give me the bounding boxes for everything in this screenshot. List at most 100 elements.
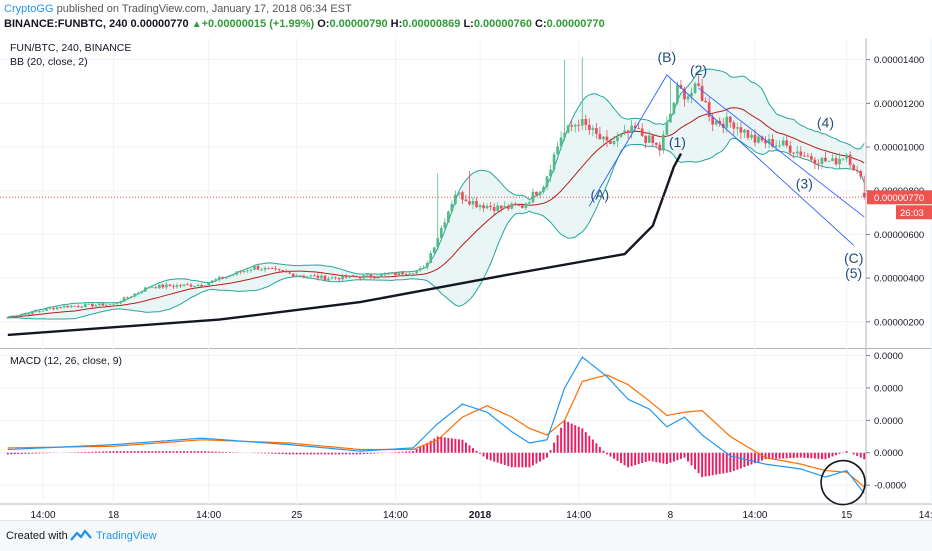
candle-body xyxy=(697,83,700,86)
time-axis-label: 18 xyxy=(108,510,120,520)
candle-body xyxy=(806,155,810,157)
candle-body xyxy=(83,304,87,307)
candle-body xyxy=(461,192,464,200)
wave-label: (5) xyxy=(845,265,862,281)
candle-body xyxy=(143,287,147,292)
candle-body xyxy=(13,316,17,318)
wave-label: (3) xyxy=(796,176,813,192)
candle-body xyxy=(637,127,641,129)
candle-body xyxy=(98,303,101,306)
candle-body xyxy=(545,176,549,188)
candle-body xyxy=(531,191,535,203)
candle-body xyxy=(587,124,591,130)
candle-body xyxy=(429,253,433,264)
candle-body xyxy=(228,275,232,277)
candle-body xyxy=(224,276,228,279)
candle-body xyxy=(563,132,566,138)
current-price-label: 0.00000770 xyxy=(874,193,924,204)
candle-body xyxy=(859,171,863,177)
high-label: H: xyxy=(390,18,403,30)
candle-body xyxy=(344,275,348,278)
candle-body xyxy=(432,247,436,254)
candle-body xyxy=(707,102,711,117)
candle-body xyxy=(711,116,715,125)
time-axis-label: 14:00 xyxy=(196,510,221,520)
time-axis-label: 14:00 xyxy=(383,510,408,520)
chart-area[interactable]: 0.000014000.000012000.000010000.00000800… xyxy=(0,38,932,520)
candle-body xyxy=(221,276,225,279)
author-link[interactable]: CryptoGG xyxy=(4,3,54,15)
candle-body xyxy=(496,205,500,211)
candle-body xyxy=(369,274,373,278)
candle-body xyxy=(676,84,679,103)
candle-body xyxy=(464,199,468,202)
candle-body xyxy=(411,273,415,275)
time-axis-label: 25 xyxy=(291,510,303,520)
candle-body xyxy=(210,280,214,283)
wave-label: (1) xyxy=(669,134,686,150)
candle-body xyxy=(425,263,429,268)
candle-body xyxy=(630,125,633,133)
time-axis-label: 14:00 xyxy=(30,510,55,520)
tradingview-brand-link[interactable]: TradingView xyxy=(96,530,157,542)
candle-body xyxy=(383,274,387,275)
candle-body xyxy=(105,304,108,306)
candle-body xyxy=(24,313,27,315)
candle-body xyxy=(316,275,320,279)
candle-body xyxy=(482,205,485,209)
candle-body xyxy=(52,308,55,310)
tradingview-logo-icon[interactable] xyxy=(70,529,92,546)
countdown-tag xyxy=(896,205,932,220)
candle-body xyxy=(418,268,422,271)
candle-body xyxy=(253,265,256,270)
bollinger-basis xyxy=(7,107,865,318)
candle-body xyxy=(330,277,334,279)
candle-body xyxy=(595,128,598,134)
time-axis-label: 14:00 xyxy=(566,510,591,520)
candle-body xyxy=(827,161,831,162)
candle-body xyxy=(743,129,746,133)
candle-body xyxy=(764,140,767,144)
price-axis-label: 0.00001200 xyxy=(874,99,924,110)
candle-body xyxy=(665,122,669,135)
candle-body xyxy=(686,96,690,100)
candle-body xyxy=(605,136,609,141)
candle-body xyxy=(239,271,242,273)
price-axis-label: 0.00000600 xyxy=(874,230,924,241)
high-value: 0.00000869 xyxy=(402,18,461,30)
candle-body xyxy=(270,268,274,269)
candle-body xyxy=(732,122,736,129)
candle-body xyxy=(633,125,637,128)
candle-body xyxy=(73,305,77,307)
candles xyxy=(6,57,866,319)
candle-body xyxy=(249,269,253,271)
candle-body xyxy=(489,205,492,208)
created-with-text: Created with xyxy=(6,530,68,542)
candle-body xyxy=(577,124,581,126)
candle-body xyxy=(774,145,778,147)
candle-body xyxy=(133,293,136,297)
open-value: 0.00000790 xyxy=(329,18,388,30)
candle-body xyxy=(831,158,834,162)
candle-body xyxy=(288,272,292,274)
candle-body xyxy=(281,270,285,272)
candle-body xyxy=(274,268,277,270)
candle-body xyxy=(771,138,774,147)
candle-body xyxy=(644,135,648,143)
candle-body xyxy=(390,272,394,274)
candle-body xyxy=(320,275,323,279)
candle-body xyxy=(108,304,112,306)
candle-body xyxy=(817,163,820,165)
candle-body xyxy=(341,275,344,280)
candle-body xyxy=(422,267,426,269)
candle-body xyxy=(848,154,852,165)
candle-body xyxy=(355,276,359,278)
candle-body xyxy=(640,128,644,136)
candle-body xyxy=(358,276,362,279)
candle-body xyxy=(802,155,806,157)
candle-body xyxy=(693,83,697,93)
candle-body xyxy=(45,308,48,311)
candle-body xyxy=(591,128,595,130)
candle-body xyxy=(485,205,489,209)
candle-body xyxy=(792,152,796,154)
